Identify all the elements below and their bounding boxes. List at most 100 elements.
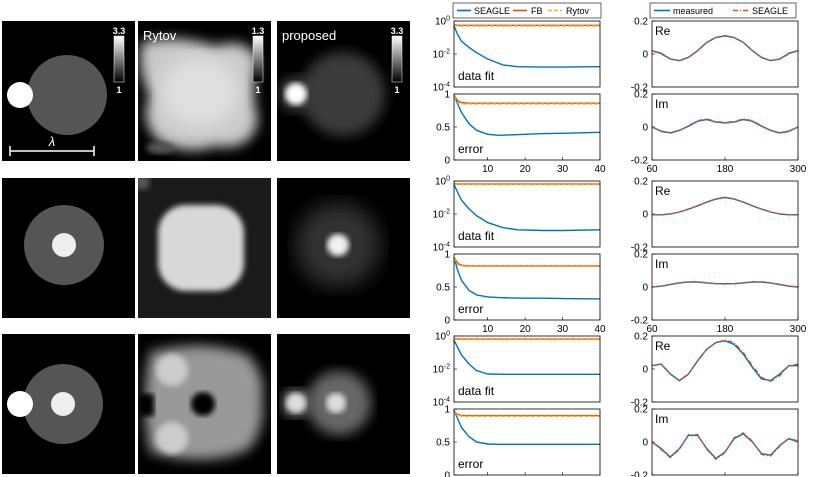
series-line-fb	[453, 94, 600, 104]
series-line-rytov	[453, 257, 600, 268]
x-tick-label: 60	[646, 324, 658, 335]
plot-frame	[651, 253, 799, 321]
y-tick-label: 0	[642, 123, 648, 134]
x-tick-label: 180	[717, 164, 734, 175]
y-tick-label: -0.2	[631, 316, 649, 327]
panel-annotation: error	[458, 302, 483, 316]
legend-label-seagle: SEAGLE	[752, 6, 788, 16]
x-tick-label: 300	[790, 324, 807, 335]
x-tick-label: 20	[520, 324, 532, 335]
y-tick-label: 1	[444, 250, 450, 261]
plot-row1-Re: 0.2 0 -0.2 Re	[631, 17, 799, 94]
x-tick-label: 20	[520, 164, 532, 175]
row3-ground-truth-image	[2, 334, 135, 474]
y-tick-label: -0.2	[631, 83, 649, 94]
plot-area	[652, 409, 798, 475]
x-tick-label: 300	[790, 164, 807, 175]
plot-row2-error: 1 0.5 0 10 20 30 40 error	[436, 250, 606, 336]
plot-frame	[453, 93, 601, 161]
x-tick-label: 30	[557, 324, 569, 335]
plot-frame	[651, 93, 799, 161]
y-tick-label: 0.2	[634, 250, 648, 261]
y-tick-label: -0.2	[631, 471, 649, 477]
series-line-seagle	[651, 34, 799, 62]
y-tick-label: 10-2	[433, 364, 450, 376]
y-tick-label: 0	[642, 283, 648, 294]
row3-proposed-image	[277, 334, 410, 474]
plot-area	[652, 181, 798, 247]
plot-area	[652, 336, 798, 402]
colorbar	[391, 35, 403, 83]
x-tick-label: 180	[717, 324, 734, 335]
plot-area	[454, 94, 600, 160]
series-line-seagle	[651, 118, 799, 135]
series-line-rytov	[453, 338, 600, 341]
colorbar	[252, 35, 264, 83]
plot-frame	[651, 335, 799, 403]
series-line-seagle	[651, 281, 799, 288]
plot-frame	[651, 180, 799, 248]
y-tick-label: 10-2	[433, 209, 450, 221]
y-tick-label: -0.2	[631, 398, 649, 409]
row1-proposed-image: 3.3 1 proposed	[277, 21, 410, 161]
y-tick-label: 100	[435, 176, 450, 188]
plot-area	[652, 254, 798, 320]
series-line-rytov	[453, 183, 600, 186]
rytov-label: Rytov	[143, 28, 177, 43]
plot-frame	[453, 20, 601, 88]
y-tick-label: 0	[444, 471, 450, 477]
wavelength-scale-bar: λ	[9, 134, 95, 156]
y-tick-label: 0.5	[436, 123, 450, 134]
y-tick-label: 0.2	[634, 90, 648, 101]
series-line-seagle	[453, 95, 601, 137]
legend-label-seagle: SEAGLE	[474, 6, 510, 16]
panel-annotation: data fit	[458, 69, 495, 83]
convergence-legend: SEAGLE FB Rytov	[452, 2, 602, 19]
series-line-seagle	[453, 339, 600, 375]
y-tick-label: 0	[444, 156, 450, 167]
plot-area	[454, 181, 600, 247]
series-line-seagle	[651, 339, 799, 383]
x-tick-label: 60	[646, 164, 658, 175]
colorbar-min-label: 1	[394, 85, 399, 95]
panel-annotation: Im	[655, 97, 668, 111]
colorbar-max-label: 3.3	[391, 26, 404, 36]
y-tick-label: -0.2	[631, 156, 649, 167]
y-tick-label: 1	[444, 90, 450, 101]
plot-area	[652, 94, 798, 160]
series-line-rytov	[453, 95, 600, 105]
y-tick-label: -0.2	[631, 243, 649, 254]
series-line-fb	[453, 24, 600, 26]
series-line-seagle	[453, 184, 601, 232]
legend-label-rytov: Rytov	[566, 6, 590, 16]
row2-ground-truth-image	[2, 178, 135, 318]
panel-annotation: Im	[655, 257, 668, 271]
x-tick-label: 40	[594, 324, 606, 335]
legend-label-fb: FB	[531, 6, 543, 16]
series-line-seagle	[652, 196, 798, 216]
series-line-seagle	[453, 257, 601, 300]
panel-annotation: Re	[655, 184, 671, 198]
plot-frame	[453, 180, 601, 248]
y-tick-label: 100	[435, 331, 450, 343]
x-tick-label: 10	[482, 164, 494, 175]
y-tick-label: 0.2	[634, 332, 648, 343]
colorbar-max-label: 1.3	[252, 26, 265, 36]
legend-label-measured: measured	[673, 6, 713, 16]
plot-row1-error: 1 0.5 0 10 20 30 40 error	[436, 90, 606, 176]
plot-row2-Re: 0.2 0 -0.2 Re	[631, 177, 799, 254]
plot-frame	[651, 408, 799, 476]
series-line-seagle	[453, 410, 600, 445]
series-line-seagle	[651, 432, 799, 460]
x-tick-label: 10	[482, 324, 494, 335]
plot-area	[454, 254, 600, 320]
x-tick-label: 40	[594, 164, 606, 175]
colorbar-max-label: 3.3	[113, 26, 126, 36]
plot-frame	[453, 408, 601, 476]
colorbar	[113, 35, 125, 83]
